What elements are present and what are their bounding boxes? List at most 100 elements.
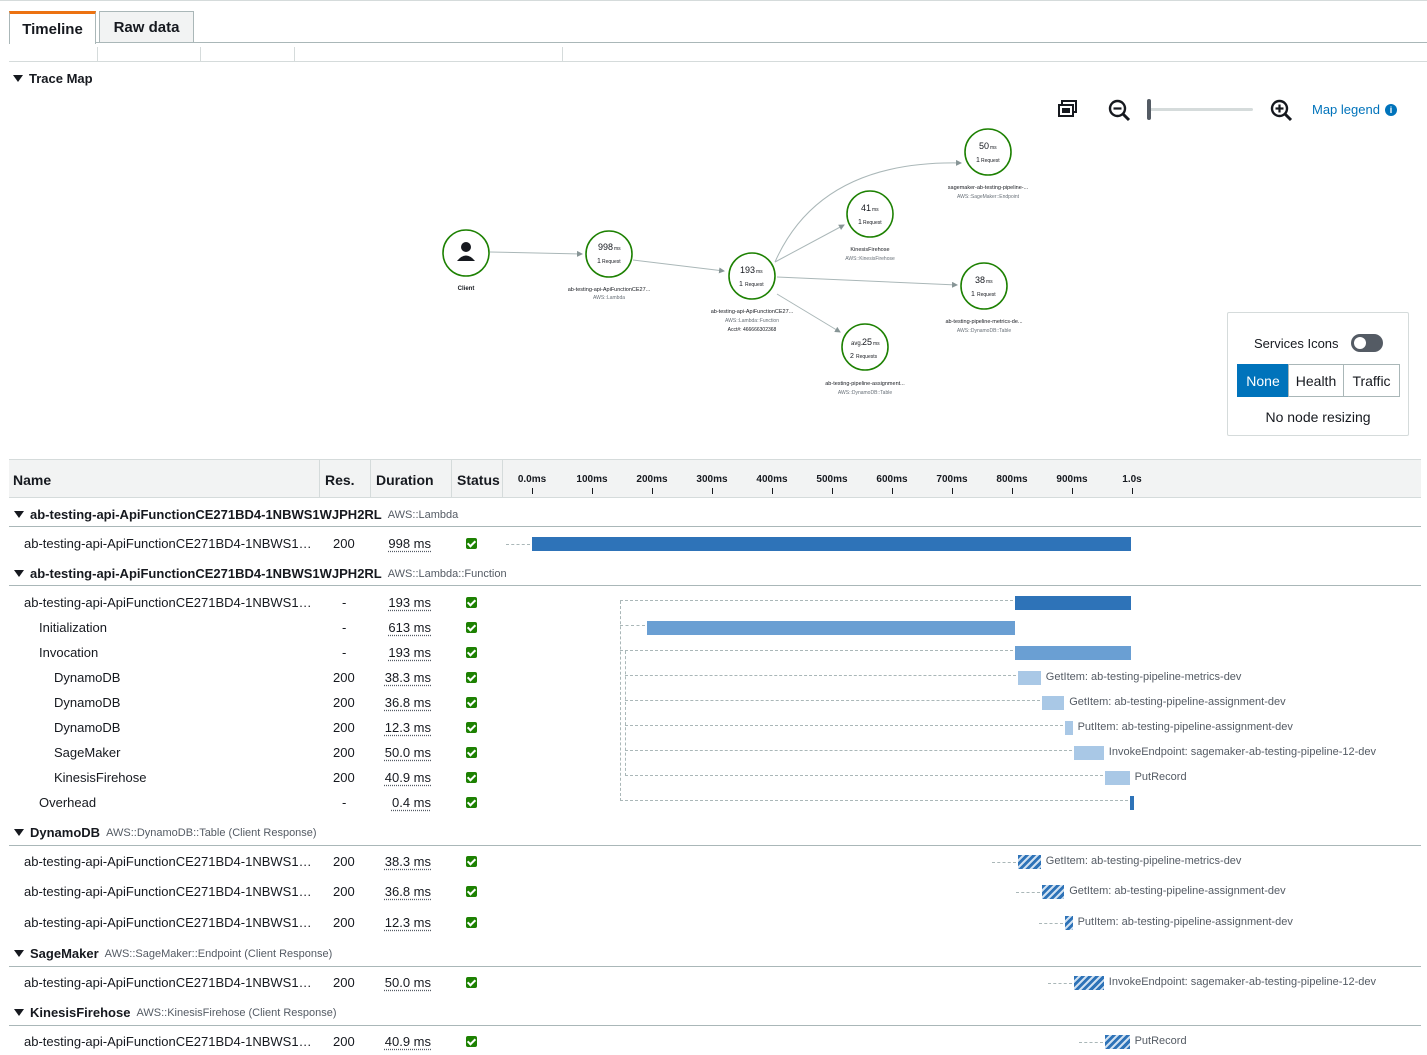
row-name[interactable]: KinesisFirehose <box>54 770 147 785</box>
row-duration[interactable]: 613 ms <box>388 620 431 635</box>
bar-label: GetItem: ab-testing-pipeline-metrics-dev <box>1045 671 1242 683</box>
row-duration[interactable]: 12.3 ms <box>384 720 431 735</box>
axis-tick-label: 700ms <box>936 474 968 485</box>
column-res[interactable]: Res. <box>325 472 355 488</box>
services-icons-toggle[interactable] <box>1351 334 1383 352</box>
group-header[interactable]: ab-testing-api-ApiFunctionCE271BD4-1NBWS… <box>14 566 507 581</box>
zoom-slider-track[interactable] <box>1149 108 1253 111</box>
row-name[interactable]: DynamoDB <box>54 695 121 710</box>
group-header[interactable]: KinesisFirehose AWS::KinesisFirehose (Cli… <box>14 1005 337 1020</box>
column-status[interactable]: Status <box>457 472 500 488</box>
timeline-bar[interactable] <box>1105 1035 1130 1049</box>
timeline-bar[interactable] <box>1018 855 1041 869</box>
row-name[interactable]: Invocation <box>39 645 99 660</box>
zoom-in-icon[interactable] <box>1270 99 1293 122</box>
timeline-bar[interactable] <box>1073 976 1104 990</box>
column-name[interactable]: Name <box>13 472 52 488</box>
row-name[interactable]: ab-testing-api-ApiFunctionCE271BD4-1NBWS… <box>24 595 320 610</box>
row-duration[interactable]: 193 ms <box>388 595 431 610</box>
node-sagemaker[interactable]: 50 ms 1 Request sagemaker-ab-testing-pip… <box>948 128 1029 200</box>
row-name[interactable]: ab-testing-api-ApiFunctionCE271BD4-1NBWS… <box>24 1034 320 1049</box>
row-duration[interactable]: 12.3 ms <box>384 915 431 930</box>
row-duration[interactable]: 40.9 ms <box>384 1034 431 1049</box>
timeline-bar[interactable] <box>532 537 1131 551</box>
map-legend-label: Map legend <box>1312 102 1380 117</box>
axis-tick <box>1012 488 1013 494</box>
node-name: KinesisFirehose <box>850 247 889 253</box>
row-duration[interactable]: 193 ms <box>388 645 431 660</box>
row-name[interactable]: ab-testing-api-ApiFunctionCE271BD4-1NBWS… <box>24 915 320 930</box>
node-assignment-table[interactable]: avg. 25 ms 2 Requests ab-testing-pipelin… <box>825 323 905 396</box>
node-unit: ms <box>614 246 621 252</box>
row-duration[interactable]: 38.3 ms <box>384 854 431 869</box>
divider <box>97 47 98 61</box>
timeline-bar[interactable] <box>647 621 1015 635</box>
row-name[interactable]: ab-testing-api-ApiFunctionCE271BD4-1NBWS… <box>24 884 320 899</box>
timeline-bar[interactable] <box>1015 596 1131 610</box>
group-header[interactable]: ab-testing-api-ApiFunctionCE271BD4-1NBWS… <box>14 507 458 522</box>
node-client[interactable]: Client <box>442 229 490 292</box>
group-header[interactable]: DynamoDB AWS::DynamoDB::Table (Client Res… <box>14 825 317 840</box>
timeline-bar[interactable] <box>1042 696 1065 710</box>
row-name[interactable]: Initialization <box>39 620 107 635</box>
row-name[interactable]: ab-testing-api-ApiFunctionCE271BD4-1NBWS… <box>24 854 320 869</box>
zoom-out-icon[interactable] <box>1108 99 1131 122</box>
group-header[interactable]: SageMaker AWS::SageMaker::Endpoint (Clien… <box>14 946 332 961</box>
timeline-bar[interactable] <box>1042 885 1065 899</box>
timeline-bar[interactable] <box>1015 646 1131 660</box>
row-name[interactable]: DynamoDB <box>54 670 121 685</box>
column-divider[interactable] <box>319 460 320 498</box>
row-name[interactable]: ab-testing-api-ApiFunctionCE271BD4-1NBWS… <box>24 975 320 990</box>
node-type: AWS::SageMaker::Endpoint <box>957 194 1020 200</box>
row-name[interactable]: Overhead <box>39 795 97 810</box>
timeline-bar[interactable] <box>1065 721 1073 735</box>
node-function[interactable]: 193 ms 1 Request ab-testing-api-ApiFunct… <box>711 252 794 333</box>
segment-traffic[interactable]: Traffic <box>1343 364 1400 397</box>
status-ok-icon <box>466 772 477 783</box>
row-duration[interactable]: 36.8 ms <box>384 884 431 899</box>
node-unit: ms <box>990 145 997 151</box>
node-firehose[interactable]: 41 ms 1 Request KinesisFirehose AWS::Kin… <box>845 190 895 262</box>
divider <box>200 47 201 61</box>
row-name[interactable]: SageMaker <box>54 745 121 760</box>
node-req-label: Request <box>602 259 621 265</box>
timeline-bar[interactable] <box>1130 796 1135 810</box>
row-response-code: 200 <box>333 975 355 990</box>
row-duration[interactable]: 40.9 ms <box>384 770 431 785</box>
node-metrics-table[interactable]: 38 ms 1 Request ab-testing-pipeline-metr… <box>945 262 1023 334</box>
group-divider <box>9 1025 1421 1026</box>
fit-to-screen-icon[interactable] <box>1058 100 1078 118</box>
map-legend-link[interactable]: Map legend i <box>1312 102 1397 117</box>
node-req-label: Request <box>977 292 996 298</box>
edge-function-assignment <box>776 293 841 333</box>
row-name[interactable]: ab-testing-api-ApiFunctionCE271BD4-1NBWS… <box>24 536 320 551</box>
column-duration[interactable]: Duration <box>376 472 434 488</box>
row-duration[interactable]: 36.8 ms <box>384 695 431 710</box>
row-duration[interactable]: 38.3 ms <box>384 670 431 685</box>
timeline-bar[interactable] <box>1105 771 1130 785</box>
row-duration[interactable]: 50.0 ms <box>384 975 431 990</box>
column-divider[interactable] <box>502 460 503 498</box>
node-type: AWS::DynamoDB::Table <box>838 390 892 396</box>
segment-health[interactable]: Health <box>1288 364 1344 397</box>
column-divider[interactable] <box>370 460 371 498</box>
row-duration[interactable]: 50.0 ms <box>384 745 431 760</box>
timeline-bar[interactable] <box>1073 746 1104 760</box>
bar-label: PutItem: ab-testing-pipeline-assignment-… <box>1077 721 1293 733</box>
trace-map-toggle[interactable]: Trace Map <box>13 71 93 86</box>
status-ok-icon <box>466 672 477 683</box>
segment-none[interactable]: None <box>1237 364 1289 397</box>
timeline-bar[interactable] <box>1018 671 1041 685</box>
column-divider[interactable] <box>451 460 452 498</box>
timeline-bar[interactable] <box>1065 916 1073 930</box>
trace-map-graph: Client 998 ms 1 Request ab-testing-api-A… <box>442 128 1029 396</box>
timeline-connector <box>620 650 1013 651</box>
zoom-slider-handle[interactable] <box>1147 99 1151 120</box>
tab-timeline[interactable]: Timeline <box>9 11 96 44</box>
node-lambda[interactable]: 998 ms 1 Request ab-testing-api-ApiFunct… <box>568 230 651 301</box>
row-duration[interactable]: 0.4 ms <box>391 795 431 810</box>
tab-raw-data[interactable]: Raw data <box>99 11 194 43</box>
row-duration[interactable]: 998 ms <box>388 536 431 551</box>
axis-tick-label: 1.0s <box>1122 474 1142 485</box>
row-name[interactable]: DynamoDB <box>54 720 121 735</box>
